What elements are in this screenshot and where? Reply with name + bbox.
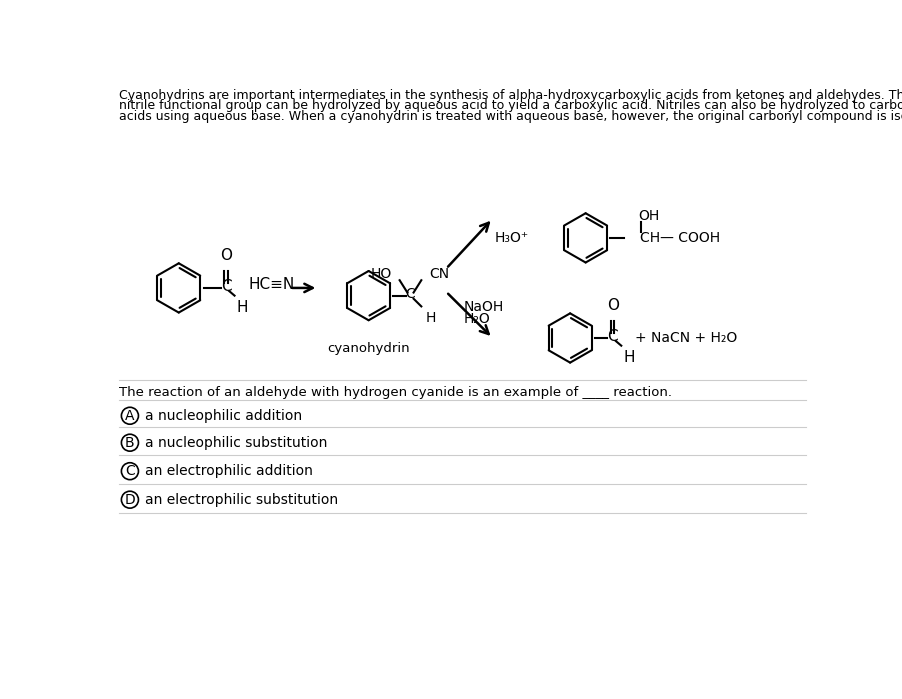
Text: acids using aqueous base. When a cyanohydrin is treated with aqueous base, howev: acids using aqueous base. When a cyanohy… xyxy=(119,110,902,123)
Text: Cyanohydrins are important intermediates in the synthesis of alpha-hydroxycarbox: Cyanohydrins are important intermediates… xyxy=(119,89,902,101)
Text: CN: CN xyxy=(428,267,448,281)
Text: O: O xyxy=(220,248,232,264)
Text: NaOH: NaOH xyxy=(464,300,503,314)
Text: C: C xyxy=(405,287,415,301)
Text: OH: OH xyxy=(638,209,658,223)
Text: O: O xyxy=(606,298,618,313)
Text: A: A xyxy=(125,409,134,423)
Text: C: C xyxy=(607,329,617,344)
Text: cyanohydrin: cyanohydrin xyxy=(327,342,410,355)
Text: H₃O⁺: H₃O⁺ xyxy=(494,231,529,245)
Text: H: H xyxy=(425,311,435,325)
Text: D: D xyxy=(124,493,135,507)
Text: an electrophilic addition: an electrophilic addition xyxy=(145,464,313,478)
Text: HO: HO xyxy=(370,267,391,281)
Text: H: H xyxy=(623,350,634,366)
Text: CH— COOH: CH— COOH xyxy=(640,231,719,245)
Text: The reaction of an aldehyde with hydrogen cyanide is an example of ____ reaction: The reaction of an aldehyde with hydroge… xyxy=(119,387,671,400)
Text: H: H xyxy=(236,301,248,315)
Text: a nucleophilic substitution: a nucleophilic substitution xyxy=(145,435,327,449)
Text: a nucleophilic addition: a nucleophilic addition xyxy=(145,409,302,423)
Text: nitrile functional group can be hydrolyzed by aqueous acid to yield a carboxylic: nitrile functional group can be hydrolyz… xyxy=(119,99,902,113)
Text: an electrophilic substitution: an electrophilic substitution xyxy=(145,493,338,507)
Text: + NaCN + H₂O: + NaCN + H₂O xyxy=(634,331,737,345)
Text: C: C xyxy=(220,279,231,294)
Text: C: C xyxy=(124,464,134,478)
Text: H₂O: H₂O xyxy=(464,312,490,326)
Text: B: B xyxy=(125,435,134,449)
Text: HC≡N: HC≡N xyxy=(248,278,294,292)
